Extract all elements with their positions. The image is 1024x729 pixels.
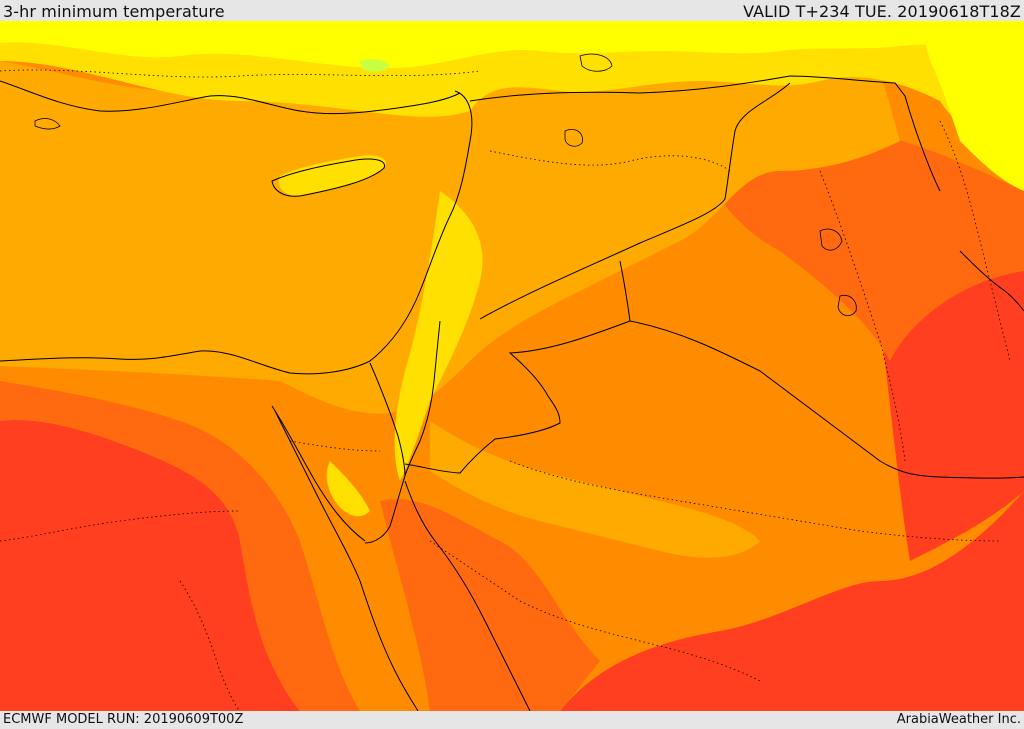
coastline-gulf-of-suez (271, 405, 366, 542)
field-coolest-north (0, 21, 1024, 69)
border-iraq-saudi (629, 320, 1024, 479)
map-title: 3-hr minimum temperature (3, 2, 225, 21)
field-cool-cyprus (278, 155, 387, 197)
admin-line-saudi-north (509, 460, 1001, 542)
border-jordan-saudi (404, 260, 631, 474)
coastline-cyprus (271, 158, 386, 197)
field-coolest-northeast (920, 21, 1024, 191)
borders-layer (0, 75, 1024, 711)
admin-line-egypt-south (179, 580, 241, 711)
field-green-highland (360, 58, 390, 72)
island-crete-fragment (34, 118, 61, 130)
model-run-label: ECMWF MODEL RUN: 20190609T00Z (3, 712, 244, 727)
border-syria-iraq (469, 75, 941, 192)
border-iraq-syria-jordan (479, 82, 791, 320)
admin-line-turkey (0, 69, 481, 78)
admin-line-iraq (819, 170, 906, 462)
field-cool-sinai (326, 461, 370, 517)
coastline-mediterranean-south (0, 90, 473, 375)
coastline-red-sea-west (274, 410, 419, 711)
lakes-layer (34, 53, 857, 317)
field-hottest-southeast (560, 491, 1024, 711)
field-hottest-southwest (0, 420, 300, 711)
field-hot-south (380, 499, 600, 711)
credit-label: ArabiaWeather Inc. (896, 712, 1021, 727)
coastline-red-sea-east (404, 480, 531, 711)
coastline-gulf-persian (959, 250, 1024, 312)
border-jordan-river (404, 320, 441, 477)
field-hottest-east (880, 261, 1024, 561)
field-cool-north (0, 21, 1024, 161)
temperature-map-canvas (0, 21, 1024, 711)
temperature-field (0, 21, 1024, 711)
coastline-turkey (0, 80, 461, 115)
admin-line-syria (489, 150, 731, 172)
admin-lines (0, 69, 1011, 711)
admin-line-egypt-west (0, 510, 241, 542)
field-hot-east (700, 127, 1024, 361)
admin-line-iran (939, 120, 1011, 362)
coastline-gulf-of-aqaba (364, 475, 406, 544)
field-hot-africa (0, 381, 360, 711)
field-mild-interior (430, 421, 760, 558)
lake-tharthar (819, 228, 843, 251)
admin-line-sinai (289, 440, 381, 452)
temperature-map (0, 21, 1024, 711)
border-israel-egypt (369, 362, 406, 477)
valid-time-label: VALID T+234 TUE. 20190618T18Z (743, 2, 1021, 21)
lake-habbaniyah (837, 294, 857, 317)
lake-van (579, 53, 613, 72)
lake-assad (564, 128, 583, 147)
